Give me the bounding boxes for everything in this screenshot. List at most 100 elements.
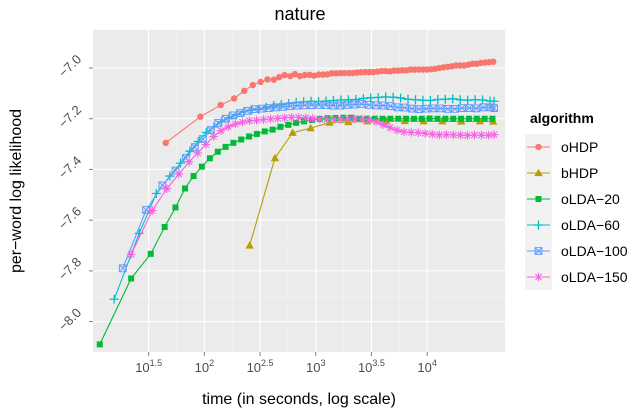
data-point bbox=[128, 275, 135, 282]
data-point bbox=[198, 163, 205, 170]
data-point bbox=[472, 104, 481, 113]
x-axis-title: time (in seconds, log scale) bbox=[202, 391, 396, 408]
data-point bbox=[288, 128, 297, 136]
data-point bbox=[257, 78, 264, 86]
x-tick-label: 104 bbox=[417, 358, 436, 375]
legend-label: oLDA−150 bbox=[561, 269, 628, 285]
legend-marker bbox=[535, 143, 542, 151]
data-point bbox=[442, 115, 449, 122]
data-point bbox=[381, 116, 391, 124]
data-point bbox=[315, 114, 325, 124]
data-point bbox=[285, 121, 292, 128]
legend-marker bbox=[534, 168, 543, 177]
data-point bbox=[348, 114, 355, 121]
data-point bbox=[420, 129, 430, 138]
data-point bbox=[465, 115, 472, 122]
chart-title: nature bbox=[274, 4, 325, 24]
data-point bbox=[291, 70, 299, 78]
data-point bbox=[287, 113, 296, 122]
data-point bbox=[266, 114, 275, 124]
data-point bbox=[161, 224, 168, 231]
data-point bbox=[109, 294, 119, 304]
data-point bbox=[151, 189, 161, 199]
data-point bbox=[477, 130, 486, 140]
data-point bbox=[286, 102, 295, 110]
data-point bbox=[458, 115, 465, 122]
data-point bbox=[322, 115, 332, 124]
legend: algorithm oHDP bHDP oLDA−20 oLDA−60 oLDA−100… bbox=[525, 110, 640, 370]
data-point bbox=[257, 104, 266, 113]
data-point bbox=[350, 100, 359, 109]
x-tick-label: 102.5 bbox=[247, 358, 274, 375]
legend-title: algorithm bbox=[530, 110, 594, 126]
x-tick-label: 103 bbox=[306, 358, 325, 375]
legend-item-0: oHDP bbox=[525, 134, 640, 160]
data-point bbox=[184, 157, 194, 167]
data-point bbox=[228, 111, 237, 120]
data-point bbox=[221, 114, 230, 123]
legend-label: oHDP bbox=[561, 139, 599, 155]
data-point bbox=[358, 93, 368, 103]
data-point bbox=[281, 71, 288, 79]
legend-key bbox=[525, 264, 552, 290]
data-point bbox=[442, 130, 451, 140]
data-point bbox=[475, 117, 485, 125]
series-0 bbox=[162, 58, 497, 147]
data-point bbox=[395, 115, 402, 122]
data-point bbox=[336, 101, 345, 110]
legend-marker bbox=[535, 196, 542, 202]
data-point bbox=[185, 146, 195, 156]
legend-marker bbox=[534, 247, 543, 255]
y-axis-title: per−word log likelihood bbox=[8, 109, 25, 273]
data-point bbox=[484, 130, 493, 140]
data-point bbox=[231, 119, 240, 129]
data-point bbox=[270, 76, 278, 83]
data-point bbox=[246, 133, 253, 140]
series-5 bbox=[126, 113, 499, 259]
data-point bbox=[450, 104, 459, 113]
y-tick-label: −8.0 bbox=[55, 305, 84, 334]
data-point bbox=[261, 128, 268, 135]
data-point bbox=[387, 115, 394, 122]
legend-key bbox=[525, 186, 552, 212]
x-axis: 101.5 102 102.5 103 103.5 104 bbox=[135, 352, 437, 375]
data-point bbox=[172, 204, 179, 211]
legend-item-4: oLDA−100 bbox=[525, 238, 640, 264]
data-point bbox=[350, 114, 360, 124]
data-point bbox=[351, 94, 361, 104]
data-point bbox=[174, 169, 184, 179]
data-point bbox=[399, 127, 409, 137]
data-point bbox=[392, 125, 402, 135]
data-point bbox=[245, 116, 254, 126]
data-point bbox=[96, 341, 103, 348]
x-tick-label: 101.5 bbox=[135, 358, 162, 375]
data-point bbox=[450, 115, 457, 122]
data-point bbox=[197, 113, 204, 120]
data-point bbox=[470, 130, 479, 140]
data-point bbox=[336, 114, 346, 124]
data-point bbox=[214, 118, 223, 127]
series-layer bbox=[96, 58, 499, 348]
data-point bbox=[371, 117, 381, 127]
data-point bbox=[301, 118, 308, 125]
data-point bbox=[217, 101, 224, 109]
data-point bbox=[379, 115, 386, 122]
data-point bbox=[230, 139, 237, 146]
data-point bbox=[481, 115, 488, 122]
data-point bbox=[238, 136, 245, 143]
data-point bbox=[118, 264, 127, 273]
data-point bbox=[269, 126, 276, 133]
data-point bbox=[385, 123, 395, 132]
legend-key bbox=[525, 160, 552, 186]
data-point bbox=[364, 115, 374, 125]
data-point bbox=[427, 129, 437, 139]
data-point bbox=[296, 72, 304, 80]
data-point bbox=[214, 148, 221, 155]
x-tick-label: 102 bbox=[195, 358, 214, 375]
data-point bbox=[264, 76, 271, 83]
data-point bbox=[406, 128, 416, 137]
legend-label: oLDA−20 bbox=[561, 191, 620, 207]
data-point bbox=[371, 115, 378, 122]
data-point bbox=[363, 115, 370, 122]
data-point bbox=[206, 155, 213, 162]
